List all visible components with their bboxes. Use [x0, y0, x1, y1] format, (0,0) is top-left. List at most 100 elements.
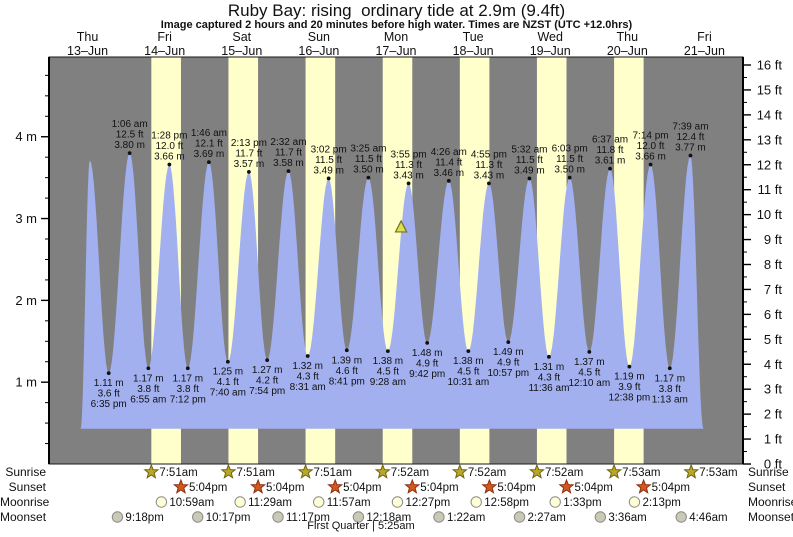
day-label-date: 18–Jun — [453, 44, 494, 58]
sunset-row-label-right: Sunset — [748, 480, 786, 494]
low-tide-label: 1.17 m 3.8 ft 7:12 pm — [170, 373, 206, 405]
moonrise-moon-icon — [155, 496, 168, 508]
right-axis-tick-label: 11 ft — [758, 182, 783, 197]
day-label-date: 14–Jun — [144, 44, 185, 58]
sunrise-time: 7:51am — [314, 467, 352, 479]
moonset-time: 10:17pm — [206, 512, 251, 524]
chart-title: Ruby Bay: rising ordinary tide at 2.9m (… — [227, 1, 566, 20]
high-tide-dot — [648, 162, 653, 167]
high-tide-dot — [567, 175, 572, 180]
high-tide-label: 7:14 pm 12.0 ft 3.66 m — [633, 131, 669, 163]
sunset-time: 5:04pm — [343, 482, 381, 494]
low-tide-label: 1.11 m 3.6 ft 6:35 pm — [91, 378, 127, 410]
low-tide-label: 1.27 m 4.2 ft 7:54 pm — [249, 365, 285, 397]
moonrise-row-label-right: Moonrise — [748, 495, 793, 509]
day-label-date: 13–Jun — [67, 44, 108, 58]
sunrise-time: 7:52am — [391, 467, 429, 479]
day-label-dow: Sun — [308, 30, 330, 44]
high-tide-label: 6:03 pm 11.5 ft 3.50 m — [552, 144, 588, 176]
low-tide-dot — [506, 340, 511, 344]
low-tide-dot — [305, 354, 310, 358]
right-axis-tick-label: 16 ft — [757, 58, 783, 73]
low-tide-dot — [385, 349, 390, 353]
moonrise-row-label-left: Moonrise — [0, 495, 50, 509]
sunrise-time: 7:52am — [468, 467, 506, 479]
moonset-moon-icon — [433, 511, 445, 523]
moonrise-moon-icon — [628, 496, 641, 508]
right-axis-tick-label: 8 ft — [764, 257, 782, 272]
day-label-date: 21–Jun — [684, 44, 725, 58]
high-tide-dot — [608, 166, 612, 171]
sunrise-row-label-left: Sunrise — [5, 465, 46, 479]
high-tide-dot — [206, 160, 211, 164]
high-tide-label: 4:55 pm 11.3 ft 3.43 m — [471, 149, 507, 181]
high-tide-label: 7:39 am 12.4 ft 3.77 m — [672, 122, 708, 154]
sunset-time: 5:04pm — [652, 482, 690, 494]
day-label-dow: Thu — [617, 30, 639, 44]
low-tide-label: 1.17 m 3.8 ft 6:55 am — [130, 373, 166, 405]
moonrise-time: 10:59am — [169, 497, 214, 509]
moonset-moon-icon — [352, 511, 365, 523]
low-tide-label: 1.19 m 3.9 ft 12:38 pm — [609, 372, 651, 404]
sunrise-time: 7:51am — [159, 467, 197, 479]
moonset-moon-icon — [111, 511, 124, 523]
sunrise-star-icon — [143, 463, 160, 479]
right-axis-tick-label: 0 ft — [764, 457, 782, 472]
right-axis-tick-label: 5 ft — [764, 332, 782, 347]
day-label-date: 16–Jun — [298, 44, 339, 58]
high-tide-label: 3:55 pm 11.3 ft 3.43 m — [391, 149, 427, 181]
high-tide-dot — [406, 181, 411, 186]
sunrise-star-icon — [220, 463, 237, 479]
right-axis-tick-label: 1 ft — [764, 432, 782, 447]
high-tide-label: 3:02 pm 11.5 ft 3.49 m — [311, 144, 347, 176]
low-tide-dot — [587, 350, 592, 354]
day-label-dow: Fri — [697, 30, 712, 44]
moonset-time: 12:18am — [366, 512, 411, 524]
low-tide-dot — [225, 359, 230, 364]
moonrise-time: 12:27pm — [405, 497, 450, 509]
moonset-row-label-left: Moonset — [0, 510, 47, 524]
high-tide-dot — [326, 176, 331, 181]
high-tide-dot — [688, 153, 693, 158]
sunrise-star-icon — [374, 463, 391, 479]
high-tide-label: 1:28 pm 12.0 ft 3.66 m — [151, 131, 187, 163]
right-axis-tick-label: 10 ft — [757, 207, 783, 222]
moonset-moon-icon — [192, 511, 204, 523]
moonrise-moon-icon — [549, 496, 561, 508]
sunrise-time: 7:53am — [622, 467, 660, 479]
sunset-time: 5:04pm — [497, 482, 535, 494]
tide-area — [80, 153, 704, 429]
moonset-moon-icon — [675, 511, 687, 523]
day-label-date: 17–Jun — [375, 44, 416, 58]
moonset-time: 1:22am — [447, 512, 485, 524]
sunset-time: 5:04pm — [575, 482, 613, 494]
left-axis-tick-label: 3 m — [15, 211, 37, 226]
moonrise-moon-icon — [470, 496, 482, 508]
moonrise-time: 11:29am — [248, 497, 292, 509]
right-axis-tick-label: 9 ft — [764, 232, 782, 247]
low-tide-label: 1.38 m 4.5 ft 9:28 am — [370, 356, 406, 388]
sunset-star-icon — [250, 478, 267, 494]
low-tide-label: 1.38 m 4.5 ft 10:31 am — [447, 356, 489, 388]
right-axis-tick-label: 2 ft — [764, 407, 782, 422]
high-tide-dot — [167, 162, 172, 167]
moonrise-moon-icon — [313, 496, 325, 508]
moonrise-time: 11:57am — [327, 497, 371, 509]
high-tide-dot — [527, 176, 532, 181]
moonset-moon-icon — [513, 511, 526, 523]
sunset-star-icon — [404, 478, 421, 494]
sunrise-star-icon — [528, 463, 545, 479]
sunset-row-label-left: Sunset — [8, 480, 46, 494]
high-tide-dot — [446, 179, 451, 183]
moonrise-moon-icon — [391, 496, 404, 508]
sunset-time: 5:04pm — [420, 482, 458, 494]
left-axis-tick-label: 4 m — [15, 129, 37, 144]
high-tide-label: 6:37 am 11.8 ft 3.61 m — [592, 135, 628, 167]
moonrise-time: 12:58pm — [484, 497, 529, 509]
moonrise-moon-icon — [234, 496, 246, 508]
low-tide-dot — [667, 366, 672, 371]
day-label-dow: Thu — [77, 30, 99, 44]
right-axis-tick-label: 12 ft — [757, 157, 783, 172]
moonset-moon-icon — [594, 511, 607, 523]
